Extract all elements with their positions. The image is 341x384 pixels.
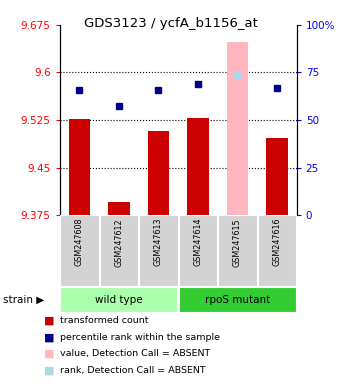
Text: ■: ■ xyxy=(44,349,55,359)
Bar xyxy=(139,215,178,286)
Text: rank, Detection Call = ABSENT: rank, Detection Call = ABSENT xyxy=(60,366,205,375)
Text: GDS3123 / ycfA_b1156_at: GDS3123 / ycfA_b1156_at xyxy=(84,17,257,30)
Bar xyxy=(187,118,209,215)
Text: value, Detection Call = ABSENT: value, Detection Call = ABSENT xyxy=(60,349,210,358)
Bar xyxy=(100,215,138,286)
Text: ■: ■ xyxy=(44,332,55,342)
Bar xyxy=(179,215,217,286)
Bar xyxy=(60,286,177,313)
Text: wild type: wild type xyxy=(95,295,143,305)
Text: ■: ■ xyxy=(44,316,55,326)
Text: GSM247615: GSM247615 xyxy=(233,218,242,266)
Bar xyxy=(108,202,130,215)
Text: GSM247612: GSM247612 xyxy=(115,218,123,266)
Bar xyxy=(148,131,169,215)
Text: transformed count: transformed count xyxy=(60,316,148,325)
Text: rpoS mutant: rpoS mutant xyxy=(205,295,270,305)
Text: percentile rank within the sample: percentile rank within the sample xyxy=(60,333,220,342)
Text: GSM247616: GSM247616 xyxy=(272,218,281,266)
Bar xyxy=(266,138,288,215)
Text: GSM247613: GSM247613 xyxy=(154,218,163,266)
Text: strain ▶: strain ▶ xyxy=(3,295,45,305)
Bar xyxy=(218,215,257,286)
Bar xyxy=(226,42,248,215)
Bar xyxy=(257,215,296,286)
Text: GSM247608: GSM247608 xyxy=(75,218,84,266)
Bar xyxy=(60,215,99,286)
Bar xyxy=(69,119,90,215)
Bar xyxy=(179,286,296,313)
Text: GSM247614: GSM247614 xyxy=(193,218,203,266)
Text: ■: ■ xyxy=(44,365,55,375)
